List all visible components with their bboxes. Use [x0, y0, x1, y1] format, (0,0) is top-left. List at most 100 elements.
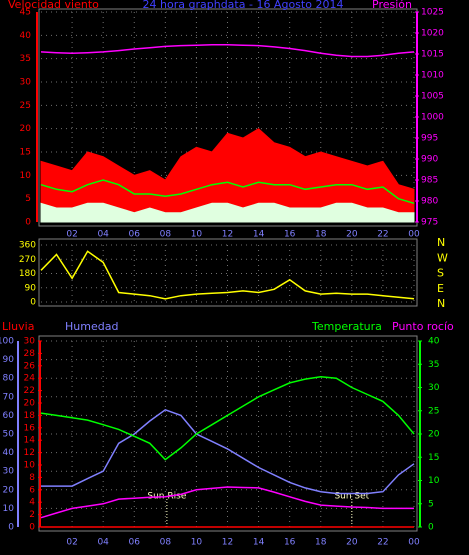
x-tick-label: 02: [66, 230, 77, 240]
y-tick-label: 15: [20, 148, 31, 158]
x-tick-label: 06: [129, 230, 141, 240]
x-tick-label: 18: [315, 230, 327, 240]
series-area: [40, 128, 415, 223]
x-tick-label: 08: [160, 230, 172, 240]
y2-tick-label: 25: [428, 406, 439, 416]
y2-tick-label: 1010: [421, 71, 444, 81]
series-line: [41, 408, 415, 495]
x-tick-label: 16: [284, 538, 296, 548]
direction-label: S: [437, 267, 444, 280]
y-tick-label: 20: [3, 485, 15, 495]
series-line: [40, 179, 415, 205]
x-tick-label: 00: [408, 230, 420, 240]
x-tick-label: 00: [408, 538, 420, 548]
y2-axis-label: Presión: [372, 0, 412, 11]
y-tick-label: 60: [3, 411, 15, 421]
x-tick-label: 14: [253, 230, 265, 240]
y2-tick-label: 35: [428, 360, 439, 370]
y3-tick-label: 14: [24, 436, 36, 446]
x-tick-label: 20: [346, 230, 358, 240]
y-tick-label: 35: [20, 54, 31, 64]
chart-title: 24 hora graphdata - 16 Agosto 2014: [143, 0, 344, 11]
y-tick-label: 360: [19, 241, 36, 251]
y-tick-label: 10: [20, 171, 32, 181]
y-tick-label: 50: [3, 430, 15, 440]
y-tick-label: 5: [25, 194, 31, 204]
series-line: [40, 376, 415, 461]
y2-tick-label: 1025: [421, 8, 444, 18]
y-axis-label: Velocidad viento: [8, 0, 99, 11]
x-tick-label: 22: [377, 230, 388, 240]
y2-tick-label: 0: [428, 523, 434, 533]
y2-tick-label: 995: [421, 134, 438, 144]
x-tick-label: 14: [253, 538, 265, 548]
panel-frame: [38, 238, 418, 307]
y3-tick-label: 0: [29, 523, 35, 533]
y2-tick-label: 20: [428, 430, 440, 440]
y2-tick-label: 15: [428, 453, 439, 463]
y2-tick-label: 40: [428, 337, 440, 347]
x-tick-label: 18: [315, 538, 327, 548]
y-tick-label: 0: [30, 298, 36, 308]
y2-tick-label: 980: [421, 197, 438, 207]
series-line: [40, 250, 415, 300]
y3-tick-label: 10: [24, 461, 36, 471]
y-tick-label: 70: [3, 392, 15, 402]
legend-entry: Temperatura: [311, 320, 382, 333]
x-tick-label: 16: [284, 230, 296, 240]
y-tick-label: 90: [3, 355, 15, 365]
y3-tick-label: 26: [24, 361, 36, 371]
x-tick-label: 02: [66, 538, 77, 548]
y2-tick-label: 975: [421, 218, 438, 228]
x-tick-label: 12: [222, 538, 233, 548]
y-tick-label: 45: [20, 8, 31, 18]
y-tick-label: 0: [8, 523, 14, 533]
direction-label: N: [437, 236, 445, 249]
x-tick-label: 10: [191, 230, 203, 240]
y2-tick-label: 10: [428, 476, 440, 486]
y-tick-label: 30: [3, 467, 15, 477]
direction-label: N: [437, 297, 445, 310]
y3-tick-label: 28: [24, 349, 36, 359]
y2-tick-label: 1015: [421, 50, 444, 60]
y-tick-label: 40: [20, 31, 32, 41]
x-tick-label: 20: [346, 538, 358, 548]
direction-label: E: [437, 282, 444, 295]
y-tick-label: 0: [25, 218, 31, 228]
y-tick-label: 80: [3, 374, 15, 384]
series-area: [40, 202, 415, 223]
y-tick-label: 30: [20, 78, 32, 88]
y3-tick-label: 18: [24, 411, 36, 421]
y2-tick-label: 5: [428, 499, 434, 509]
y2-tick-label: 1020: [421, 29, 444, 39]
y2-tick-label: 985: [421, 176, 438, 186]
x-tick-label: 06: [129, 538, 141, 548]
y3-tick-label: 8: [29, 473, 35, 483]
y-tick-label: 20: [20, 124, 32, 134]
y3-tick-label: 4: [29, 498, 35, 508]
x-tick-label: 04: [97, 538, 109, 548]
series-line: [40, 486, 414, 519]
y3-tick-label: 24: [24, 374, 36, 384]
y-tick-label: 10: [3, 504, 15, 514]
x-tick-label: 08: [160, 538, 172, 548]
y2-tick-label: 30: [428, 383, 440, 393]
x-tick-label: 12: [222, 230, 233, 240]
y3-tick-label: 16: [24, 423, 36, 433]
x-tick-label: 04: [97, 230, 109, 240]
legend-entry: Humedad: [65, 320, 118, 333]
annotation-text: Sun Set: [334, 492, 369, 502]
y3-tick-label: 2: [29, 510, 35, 520]
x-tick-label: 10: [191, 538, 203, 548]
y-tick-label: 40: [3, 448, 15, 458]
y-tick-label: 270: [19, 255, 36, 265]
y3-tick-label: 22: [24, 386, 35, 396]
direction-label: W: [437, 251, 448, 264]
y3-tick-label: 12: [24, 448, 35, 458]
y3-tick-label: 6: [29, 485, 35, 495]
y3-tick-label: 20: [24, 399, 36, 409]
y3-tick-label: 30: [24, 337, 36, 347]
y-tick-label: 180: [19, 269, 36, 279]
